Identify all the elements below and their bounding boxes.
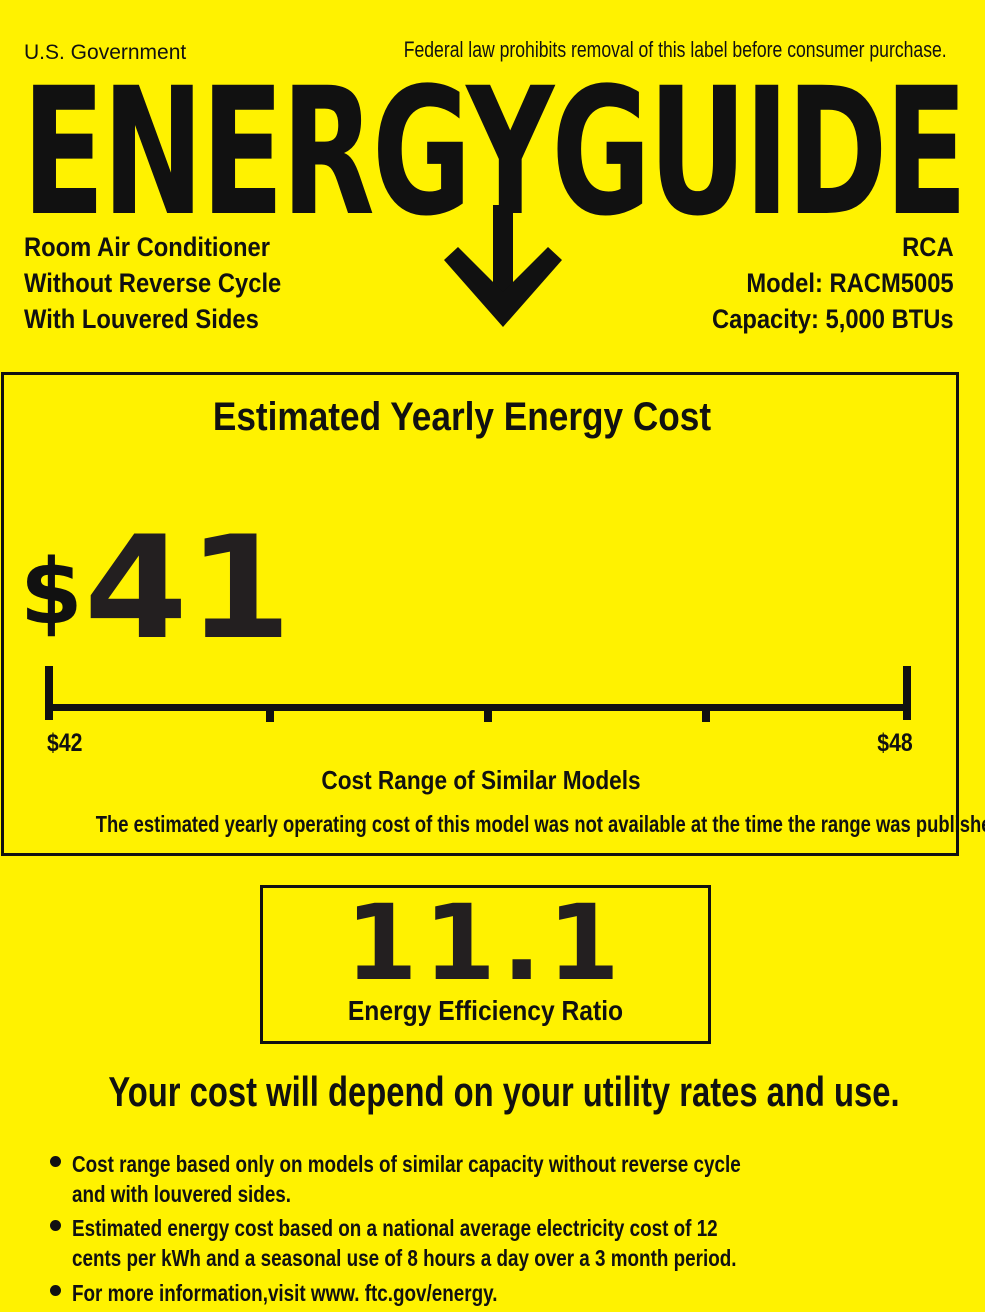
scale-tick — [702, 704, 710, 722]
government-label: U.S. Government — [24, 41, 187, 64]
range-label: Cost Range of Similar Models — [321, 765, 641, 795]
footnote-line: Cost range based only on models of simil… — [72, 1151, 741, 1177]
eer-value: 11.1 — [345, 882, 626, 1004]
footnote-line: and with louvered sides. — [72, 1181, 292, 1207]
product-info: RCA Model: RACM5005 Capacity: 5,000 BTUs — [712, 229, 954, 337]
efficiency-panel — [260, 885, 711, 1044]
yearly-cost-value: 41 — [84, 506, 292, 671]
scale-tick — [484, 704, 492, 722]
currency-symbol: $ — [20, 540, 83, 645]
footnote-line: cents per kWh and a seasonal use of 8 ho… — [72, 1245, 737, 1271]
cost-note: The estimated yearly operating cost of t… — [95, 811, 985, 837]
capacity: Capacity: 5,000 BTUs — [712, 304, 954, 334]
range-min: $42 — [47, 729, 83, 757]
model-number: Model: RACM5005 — [746, 268, 954, 298]
bullet-icon — [50, 1220, 61, 1231]
removal-notice: Federal law prohibits removal of this la… — [404, 37, 947, 62]
energyguide-logo: ENERGYGUIDE — [22, 50, 968, 255]
brand: RCA — [902, 232, 954, 262]
yearly-cost-panel — [1, 372, 959, 856]
footnote-line: For more information,visit www. ftc.gov/… — [72, 1280, 498, 1306]
utility-disclaimer: Your cost will depend on your utility ra… — [108, 1068, 900, 1115]
scale-tick-max — [903, 666, 911, 720]
footnote-line: Estimated energy cost based on a nationa… — [72, 1215, 718, 1241]
footnote: Cost range based only on models of simil… — [72, 1149, 741, 1209]
eer-label: Energy Efficiency Ratio — [347, 995, 624, 1026]
scale-line — [45, 704, 911, 711]
scale-tick — [266, 704, 274, 722]
scale-tick-min — [45, 666, 53, 720]
product-line: Room Air Conditioner — [24, 232, 270, 262]
cost-title: Estimated Yearly Energy Cost — [212, 395, 712, 439]
product-description: Room Air Conditioner Without Reverse Cyc… — [24, 229, 281, 337]
footnote: For more information,visit www. ftc.gov/… — [72, 1278, 497, 1308]
arrow-down-icon — [444, 205, 562, 327]
footnote: Estimated energy cost based on a nationa… — [72, 1213, 736, 1273]
product-line: With Louvered Sides — [24, 304, 259, 334]
bullet-icon — [50, 1156, 61, 1167]
product-line: Without Reverse Cycle — [24, 268, 282, 298]
range-max: $48 — [877, 729, 913, 757]
bullet-icon — [50, 1285, 61, 1296]
